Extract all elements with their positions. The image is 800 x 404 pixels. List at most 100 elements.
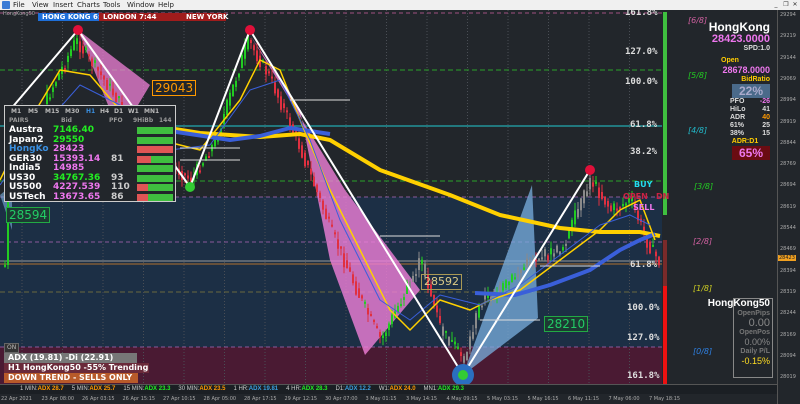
candle [439, 316, 441, 323]
candle [94, 60, 96, 63]
minimize-button[interactable]: _ [774, 1, 778, 8]
pair-name: US30 [9, 172, 36, 183]
price-tick: 28844 [780, 139, 796, 146]
pair-row[interactable]: India5 14985 [9, 163, 175, 174]
info-stat: HiLo 41 [730, 106, 770, 114]
pair-row[interactable]: HongKo 28423 [9, 144, 175, 155]
adx-tf: 30 MIN: [178, 386, 200, 392]
fast-ma-line [0, 59, 656, 331]
price-axis[interactable]: 29294 29219 29144 29069 28994 28919 28844 28769… [777, 10, 800, 404]
candle [328, 216, 330, 219]
candle [409, 281, 411, 288]
menu-file[interactable]: File [13, 1, 25, 9]
candle [103, 75, 105, 80]
candle [391, 314, 393, 324]
candle [274, 82, 276, 94]
menu-tools[interactable]: Tools [103, 1, 121, 9]
strength-bar [137, 136, 173, 144]
candle [541, 257, 543, 260]
candle [73, 40, 75, 50]
candle [520, 270, 522, 273]
menu-window[interactable]: Window [127, 1, 155, 9]
tf-m1[interactable]: M1 [11, 108, 22, 115]
slow-ma-line [89, 116, 661, 238]
candle [283, 103, 285, 109]
candle [337, 239, 339, 249]
restore-button[interactable]: ❐ [783, 1, 789, 8]
stat-value: 41 [762, 106, 770, 113]
info-symbol: HongKong [708, 20, 770, 34]
candle [658, 256, 660, 266]
tf-h4[interactable]: H4 [100, 108, 110, 115]
menu-charts[interactable]: Charts [77, 1, 100, 9]
strength-bar [137, 146, 173, 153]
candle [538, 258, 540, 261]
strength-bar [137, 174, 173, 182]
header-bid: Bid [61, 117, 72, 124]
info-spread: SPD:1.0 [743, 45, 770, 52]
fib-level-label: 127.0% [627, 333, 660, 343]
price-tick: 28469 [780, 246, 796, 253]
price-chart[interactable]: HongKong50 HONG KONG 6:44 LONDON 7:44 NE… [0, 10, 777, 384]
tf-m30[interactable]: M30 [65, 108, 80, 115]
pair-row[interactable]: US30 34767.36 93 [9, 172, 175, 184]
candle [631, 197, 633, 201]
candle [85, 47, 87, 50]
candle [421, 259, 423, 264]
pair-pfo: 110 [111, 182, 130, 192]
close-button[interactable]: ✕ [792, 1, 798, 8]
menu-insert[interactable]: Insert [53, 1, 74, 9]
candle [349, 267, 351, 272]
murrey-label: [1/8] [693, 284, 713, 293]
pair-name: Austra [9, 125, 43, 135]
info-bidratio-label: BidRatio [741, 76, 770, 83]
symbol-tab[interactable]: HongKong50 [3, 11, 35, 17]
tf-w1[interactable]: W1 [128, 108, 139, 115]
candle [385, 332, 387, 336]
adx-toggle-button[interactable]: ON [4, 343, 20, 353]
tf-d1[interactable]: D1 [114, 108, 124, 115]
adx-timeframe: 1 HR:ADX 19.81 [233, 385, 278, 393]
daily-pl-label: Daily P/L [740, 348, 770, 355]
candle [508, 281, 510, 285]
adx-tf: 15 MIN: [123, 386, 145, 392]
candle [253, 45, 255, 51]
candle [280, 96, 282, 110]
strength-bar [137, 127, 173, 134]
murrey-label: [4/8] [688, 126, 708, 135]
candle [247, 33, 249, 50]
tf-h1[interactable]: H1 [86, 108, 96, 115]
candle [436, 305, 438, 313]
candle [331, 224, 333, 227]
swing-point [245, 25, 255, 35]
menu-help[interactable]: Help [158, 1, 174, 9]
menu-view[interactable]: View [32, 1, 49, 9]
candle [613, 203, 615, 210]
trend-bar-darkred [663, 240, 667, 286]
fib-level-label: 127.0% [625, 47, 658, 57]
pair-row[interactable]: USTech 13673.65 86 [9, 192, 175, 203]
tf-m15[interactable]: M15 [45, 108, 60, 115]
candle [598, 187, 600, 199]
candle [553, 253, 555, 257]
info-stat: 38% 15 [730, 130, 770, 138]
pair-row[interactable]: Japan2 29550 [9, 135, 175, 146]
candle [610, 205, 612, 211]
strength-bar [137, 184, 173, 191]
tf-mn1[interactable]: MN1 [144, 108, 160, 115]
candle [70, 49, 72, 56]
price-tick: 28694 [780, 182, 796, 189]
pair-row[interactable]: US500 4227.539 110 [9, 182, 175, 193]
candle [199, 170, 201, 173]
adx-value: ADX 24.0 [389, 386, 416, 392]
candle [625, 203, 627, 206]
pair-row[interactable]: Austra 7146.40 [9, 125, 175, 136]
pair-row[interactable]: GER30 15393.14 81 [9, 154, 175, 165]
strength-bar [137, 155, 173, 163]
candle [427, 274, 429, 289]
app-icon [2, 1, 10, 9]
tf-m5[interactable]: M5 [28, 108, 39, 115]
candle [76, 38, 78, 44]
price-tick: 28544 [780, 225, 796, 231]
candle [562, 247, 564, 251]
